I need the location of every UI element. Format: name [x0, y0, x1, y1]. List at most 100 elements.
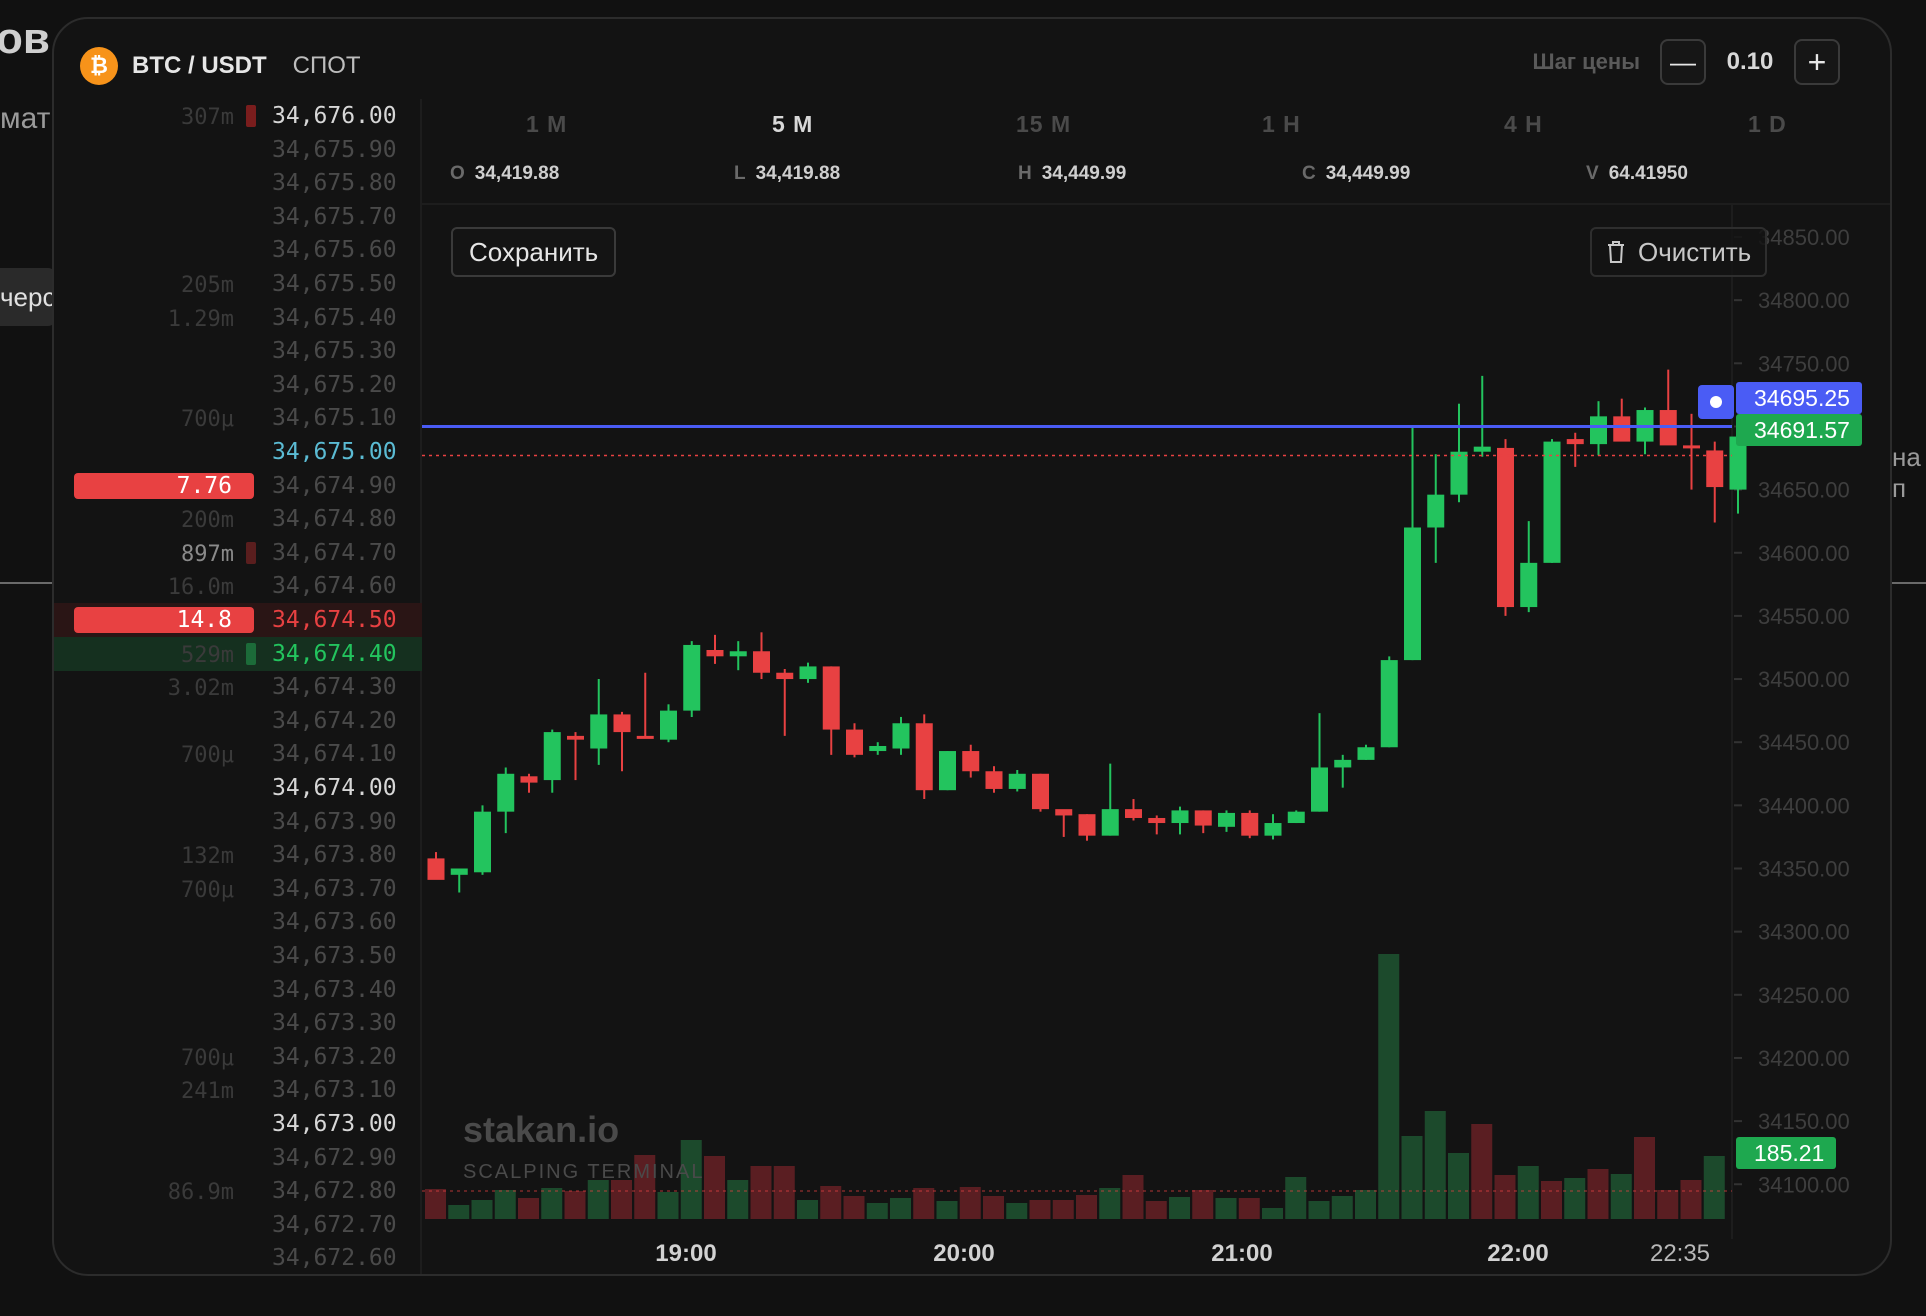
- bg-fragment-tab-text: черс: [0, 282, 56, 312]
- clear-button[interactable]: Очистить: [1590, 227, 1768, 277]
- orderbook-price: 34,675.80: [272, 170, 397, 197]
- orderbook-price: 34,672.60: [272, 1245, 397, 1272]
- candle-body: [706, 650, 724, 657]
- orderbook-volume: 16.0m: [167, 575, 234, 601]
- orderbook-volume: 700μ: [181, 743, 234, 769]
- candle-body: [1008, 773, 1026, 789]
- timeframe-tab[interactable]: 1 M: [526, 111, 568, 137]
- orderbook-row[interactable]: 34,675.70: [54, 200, 422, 234]
- order-line-price-tag[interactable]: 34695.25: [1736, 382, 1862, 415]
- timeframe-tab[interactable]: 1 D: [1748, 111, 1787, 137]
- orderbook-price: 34,675.50: [272, 271, 397, 297]
- ohlc-open: O 34,419.88: [450, 163, 559, 185]
- candle-body: [1334, 759, 1352, 768]
- volume-bar: [1541, 1181, 1562, 1219]
- candle-body: [1380, 660, 1398, 748]
- orderbook-row[interactable]: 34,672.70: [54, 1208, 422, 1242]
- price-step-control: Шаг цены — 0.10 +: [1533, 39, 1840, 85]
- price-step-plus-button[interactable]: +: [1794, 39, 1840, 85]
- timeframe-tab[interactable]: 4 H: [1504, 111, 1543, 137]
- candle-body: [939, 751, 956, 791]
- orderbook-row[interactable]: 132m 34,673.80: [54, 838, 422, 872]
- volume-bar: [1657, 1190, 1679, 1219]
- price-axis-label: 34200.00: [1758, 1046, 1850, 1071]
- orderbook-row[interactable]: 34,673.30: [54, 1006, 422, 1040]
- orderbook-volume-mark: [246, 642, 256, 665]
- volume-bar: [1680, 1180, 1702, 1219]
- orderbook-row[interactable]: 34,675.20: [54, 368, 422, 402]
- order-line-handle[interactable]: [1698, 385, 1734, 419]
- save-button[interactable]: Сохранить: [451, 227, 617, 277]
- orderbook-price: 34,673.90: [272, 808, 397, 835]
- orderbook-row[interactable]: 34,673.50: [54, 939, 422, 973]
- orderbook-row[interactable]: 34,672.60: [54, 1241, 422, 1274]
- bg-fragment-right: на п: [1892, 442, 1921, 503]
- volume-bar: [1145, 1201, 1167, 1219]
- ohlc-open-key: O: [450, 163, 465, 184]
- volume-bar: [913, 1188, 935, 1219]
- orderbook-row[interactable]: 16.0m 34,674.60: [54, 569, 422, 603]
- timeframe-tab[interactable]: 15 M: [1016, 111, 1072, 137]
- orderbook-row[interactable]: 241m 34,673.10: [54, 1073, 422, 1107]
- orderbook-row[interactable]: 86.9m 34,672.80: [54, 1174, 422, 1208]
- order-book[interactable]: 307m 34,676.00 34,675.90 34,675.80 34,675.70…: [54, 99, 422, 1274]
- orderbook-price: 34,675.60: [272, 237, 397, 264]
- orderbook-row[interactable]: 200m 34,674.80: [54, 502, 422, 536]
- orderbook-row[interactable]: 3.02m 34,674.30: [54, 670, 422, 704]
- candle-body: [1613, 416, 1631, 442]
- volume-bar: [471, 1200, 493, 1219]
- orderbook-row[interactable]: 34,673.90: [54, 805, 422, 839]
- orderbook-price: 34,674.50: [272, 607, 397, 633]
- orderbook-price: 34,674.10: [272, 741, 397, 768]
- ohlc-high-value: 34,449.99: [1041, 163, 1127, 184]
- orderbook-row[interactable]: 1.29m 34,675.40: [54, 301, 422, 335]
- candle-body: [822, 666, 840, 730]
- orderbook-volume: 14.8: [74, 607, 254, 633]
- price-chart[interactable]: 34850.0034800.0034750.0034700.0034650.00…: [54, 19, 1892, 1276]
- time-axis-label: 20:00: [933, 1240, 994, 1267]
- pair-selector[interactable]: ₿ BTC / USDT СПОТ: [80, 47, 361, 85]
- watermark-logo: stakan.io: [463, 1109, 620, 1150]
- orderbook-row[interactable]: 700μ 34,675.10: [54, 401, 422, 435]
- orderbook-row[interactable]: 897m 34,674.70: [54, 536, 422, 570]
- ohlc-volume-key: V: [1586, 163, 1599, 184]
- orderbook-row[interactable]: 34,675.90: [54, 133, 422, 167]
- orderbook-row[interactable]: 14.8 34,674.50: [54, 603, 422, 637]
- orderbook-row[interactable]: 700μ 34,673.20: [54, 1040, 422, 1074]
- candle-body: [567, 735, 584, 740]
- candle-body: [1194, 810, 1212, 826]
- time-axis-label: 19:00: [655, 1240, 716, 1267]
- orderbook-row[interactable]: 34,674.00: [54, 771, 422, 805]
- orderbook-row[interactable]: 34,675.60: [54, 233, 422, 267]
- volume-bar: [1634, 1137, 1655, 1219]
- volume-bar: [797, 1200, 818, 1219]
- orderbook-row[interactable]: 34,675.30: [54, 334, 422, 368]
- orderbook-price: 34,675.20: [272, 371, 397, 398]
- volume-bar: [1401, 1136, 1423, 1219]
- volume-bar: [1192, 1190, 1214, 1219]
- orderbook-price: 34,675.00: [272, 439, 397, 465]
- timeframe-tab[interactable]: 5 M: [772, 111, 814, 137]
- orderbook-row[interactable]: 34,675.80: [54, 166, 422, 200]
- orderbook-row[interactable]: 34,673.00: [54, 1107, 422, 1141]
- orderbook-volume: 132m: [181, 844, 234, 870]
- orderbook-row[interactable]: 7.76 34,674.90: [54, 469, 422, 503]
- orderbook-row[interactable]: 700μ 34,673.70: [54, 872, 422, 906]
- volume-bar: [634, 1155, 656, 1219]
- orderbook-row[interactable]: 307m 34,676.00: [54, 99, 422, 133]
- timeframe-tab[interactable]: 1 H: [1262, 111, 1301, 137]
- volume-bar: [1564, 1178, 1586, 1219]
- orderbook-row[interactable]: 34,673.60: [54, 905, 422, 939]
- orderbook-row[interactable]: 34,674.20: [54, 704, 422, 738]
- orderbook-row[interactable]: 529m 34,674.40: [54, 636, 422, 671]
- orderbook-row[interactable]: 700μ 34,674.10: [54, 737, 422, 771]
- price-step-minus-button[interactable]: —: [1660, 39, 1706, 85]
- bg-fragment-title: ов: [0, 14, 50, 63]
- orderbook-row[interactable]: 34,672.90: [54, 1141, 422, 1175]
- volume-bar: [866, 1203, 888, 1219]
- candle-body: [1543, 441, 1561, 563]
- orderbook-row[interactable]: 205m 34,675.50: [54, 267, 422, 301]
- orderbook-row[interactable]: 34,675.00: [54, 435, 422, 469]
- candle-body: [1148, 817, 1166, 824]
- orderbook-row[interactable]: 34,673.40: [54, 973, 422, 1007]
